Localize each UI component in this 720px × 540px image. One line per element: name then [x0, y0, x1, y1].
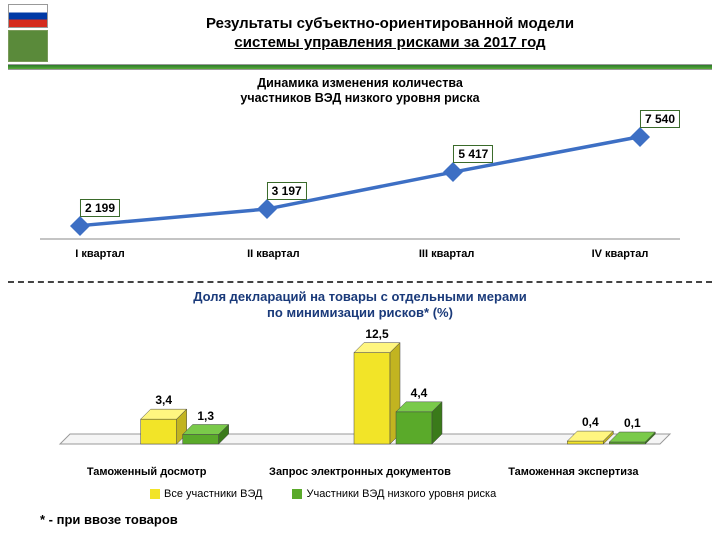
- chart2-bar: [141, 409, 187, 444]
- chart2-bar: [183, 425, 229, 445]
- chart2-value-label: 12,5: [365, 327, 388, 341]
- chart1-plot: 2 1993 1975 4177 540: [40, 114, 680, 244]
- emblem-icon: [8, 30, 48, 62]
- chart1-subtitle-l2: участников ВЭД низкого уровня риска: [30, 91, 690, 106]
- chart2-bar: [354, 343, 400, 444]
- chart2-value-label: 4,4: [411, 386, 428, 400]
- line-chart-section: Динамика изменения количества участников…: [0, 70, 720, 275]
- chart1-value-label: 7 540: [640, 110, 680, 128]
- chart2-value-label: 0,1: [624, 416, 641, 430]
- logo-block: [8, 4, 68, 62]
- flag-icon: [8, 4, 48, 28]
- chart1-category: IV квартал: [560, 248, 680, 260]
- chart2-subtitle-l1: Доля деклараций на товары с отдельными м…: [30, 289, 690, 305]
- legend-swatch: [292, 489, 302, 499]
- chart1-value-label: 2 199: [80, 199, 120, 217]
- legend-swatch: [150, 489, 160, 499]
- legend-item: Все участники ВЭД: [150, 488, 262, 500]
- title-line1: Результаты субъектно-ориентированной мод…: [68, 14, 712, 34]
- chart2-xaxis: Таможенный досмотрЗапрос электронных док…: [40, 466, 680, 478]
- chart1-xaxis: I квартал II квартал III квартал IV квартал: [40, 248, 680, 260]
- chart2-value-label: 0,4: [582, 415, 599, 429]
- chart1-category: II квартал: [213, 248, 333, 260]
- section-separator: [8, 281, 712, 283]
- chart2-subtitle-l2: по минимизации рисков* (%): [30, 305, 690, 321]
- chart1-value-label: 3 197: [267, 182, 307, 200]
- chart2-category: Запрос электронных документов: [253, 466, 466, 478]
- chart2-bar: [396, 402, 442, 444]
- page-title: Результаты субъектно-ориентированной мод…: [68, 14, 712, 53]
- legend-label: Участники ВЭД низкого уровня риска: [306, 488, 496, 500]
- title-line2: системы управления рисками за 2017 год: [68, 33, 712, 53]
- chart2-value-label: 3,4: [155, 393, 172, 407]
- chart2-value-label: 1,3: [197, 409, 214, 423]
- legend-item: Участники ВЭД низкого уровня риска: [292, 488, 496, 500]
- header: Результаты субъектно-ориентированной мод…: [0, 0, 720, 62]
- chart2-category: Таможенный досмотр: [40, 466, 253, 478]
- chart1-subtitle-l1: Динамика изменения количества: [30, 76, 690, 91]
- chart1-value-label: 5 417: [453, 145, 493, 163]
- chart2-category: Таможенная экспертиза: [467, 466, 680, 478]
- chart1-category: III квартал: [387, 248, 507, 260]
- footnote: * - при ввозе товаров: [40, 512, 720, 527]
- bar-chart-section: Доля деклараций на товары с отдельными м…: [0, 289, 720, 500]
- legend-label: Все участники ВЭД: [164, 488, 262, 500]
- chart1-category: I квартал: [40, 248, 160, 260]
- chart2-legend: Все участники ВЭД Участники ВЭД низкого у…: [150, 488, 690, 500]
- chart2-plot: 3,4 1,3 12,5 4,4 0,4 0,1: [40, 326, 680, 466]
